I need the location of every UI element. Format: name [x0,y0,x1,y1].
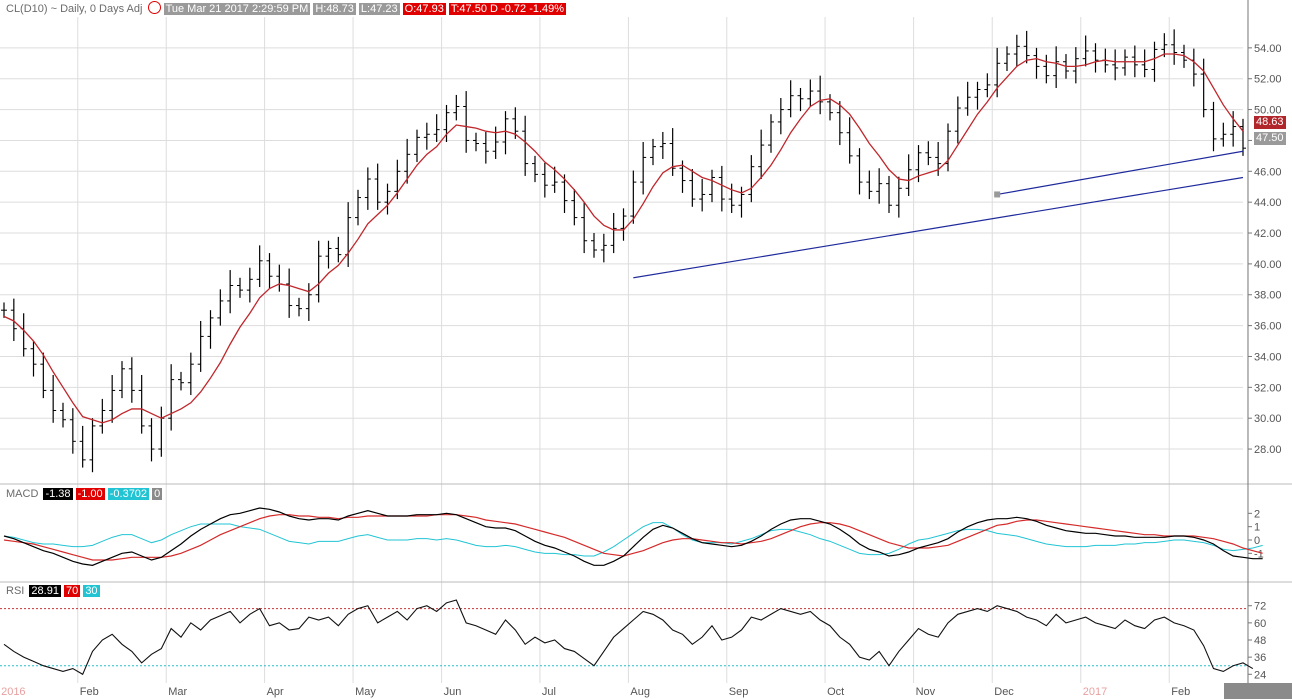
macd-axis-label: 0 [1254,535,1260,547]
x-axis-label: Jun [444,686,462,698]
scroll-corner [1224,683,1292,699]
x-axis-label: Oct [827,686,844,698]
direction-box: D [488,3,500,15]
last-price-tag: 47.50 [1254,132,1286,145]
signal-value: -1.00 [75,488,105,500]
price-axis-label: 36.00 [1254,321,1282,333]
zero-value: 0 [152,488,163,500]
chart-header: CL(D10) ~ Daily, 0 Days Adj Tue Mar 21 2… [4,1,567,16]
x-axis-label: Mar [168,686,187,698]
x-axis-label: 2017 [1083,686,1107,698]
rsi-line [3,599,1254,676]
price-axis-label: 42.00 [1254,228,1282,240]
x-axis-label: Sep [729,686,749,698]
price-axis-label: 40.00 [1254,259,1282,271]
macd-axis-label: 2 [1254,508,1260,520]
macd-label: MACD [6,488,39,500]
price-axis-label: 44.00 [1254,197,1282,209]
x-axis-label: May [355,686,376,698]
x-axis-label: Dec [994,686,1014,698]
price-axis-label: 34.00 [1254,351,1282,363]
rsi-lower-value: 30 [83,585,100,597]
alarm-clock-icon[interactable] [147,1,161,14]
macd-legend: MACD -1.38 -1.00 -0.3702 0 [4,487,163,501]
price-bars [1,29,1246,473]
price-axis-label: 50.00 [1254,105,1282,117]
x-axis-label: Jul [542,686,556,698]
rsi-label: RSI [6,585,25,597]
rsi-value: 28.91 [29,585,61,597]
change-box: -0.72 [499,3,529,15]
rsi-axis-label: 24 [1254,669,1266,681]
price-axis-label: 30.00 [1254,413,1282,425]
low-box: L:47.23 [358,3,400,15]
x-axis-label: 2016 [1,686,25,698]
x-axis-label: Aug [630,686,650,698]
x-axis-label: Feb [1171,686,1190,698]
macd-line [3,507,1263,566]
rsi-axis-label: 36 [1254,652,1266,664]
moving-average-line [3,53,1244,424]
macd-histogram-line [3,522,1263,557]
rsi-upper-value: 70 [64,585,81,597]
rsi-axis-label: 60 [1254,618,1266,630]
rsi-legend: RSI 28.91 70 30 [4,584,100,598]
price-axis-label: 32.00 [1254,382,1282,394]
price-axis-label: 38.00 [1254,290,1282,302]
macd-value: -1.38 [43,488,73,500]
x-axis-label: Apr [267,686,284,698]
macd-axis-label: 1 [1254,522,1260,534]
price-axis-label: 54.00 [1254,43,1282,55]
change-pct-box: -1.49% [527,3,567,15]
datetime-box: Tue Mar 21 2017 2:29:59 PM [163,3,311,15]
trendline [633,176,1244,279]
last-box: T:47.50 [448,3,489,15]
price-axis-label: 28.00 [1254,444,1282,456]
histogram-value: -0.3702 [107,488,150,500]
price-axis-label: 52.00 [1254,74,1282,86]
high-box: H:48.73 [313,3,356,15]
x-axis-label: Feb [80,686,99,698]
trendline [997,150,1244,196]
price-axis-label: 46.00 [1254,166,1282,178]
trendline-anchor [994,191,1001,198]
x-axis-label: Nov [916,686,936,698]
macd-signal-line [3,514,1263,561]
macd-axis-label: -1 [1254,548,1264,560]
rsi-axis-label: 72 [1254,601,1266,613]
symbol-label: CL(D10) ~ Daily, 0 Days Adj [6,3,143,15]
rsi-axis-label: 48 [1254,635,1266,647]
open-box: O:47.93 [402,3,446,15]
ma-price-tag: 48.63 [1254,116,1286,129]
